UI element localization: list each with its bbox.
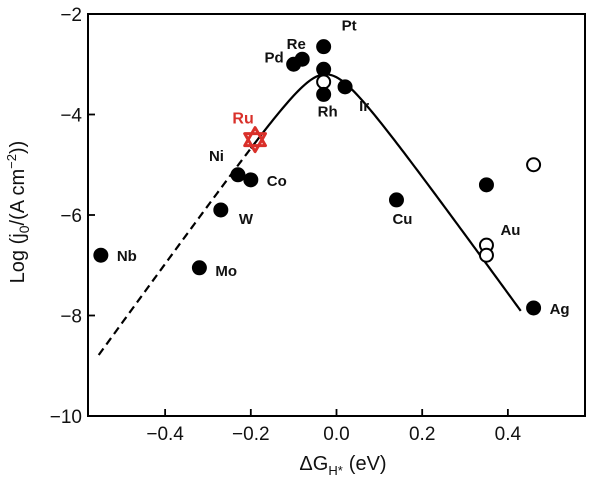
x-tick-label: 0.4 (495, 424, 522, 445)
x-axis-title: ΔGH* (eV) (299, 453, 386, 478)
point-label-re: Re (287, 36, 306, 53)
data-point (316, 61, 332, 77)
y-title-end: )) (7, 141, 29, 154)
x-tick-label: −0.4 (146, 424, 184, 445)
point-label-pd: Pd (264, 49, 283, 66)
y-axis-title: Log (j0/(A cm−2)) (4, 141, 32, 284)
y-title-main: Log (j (7, 233, 29, 283)
data-point-pt (316, 39, 332, 55)
y-tick-label: −4 (60, 106, 82, 127)
data-point-mo (191, 260, 207, 276)
data-point-co (243, 172, 259, 188)
y-title-mid: /(A cm (7, 169, 29, 226)
data-point-w (213, 202, 229, 218)
point-label-cu: Cu (392, 211, 412, 228)
data-point (316, 74, 332, 90)
ru-star-marker-b (243, 132, 267, 154)
volcano-curve-solid (249, 73, 522, 312)
data-point-cu (388, 192, 404, 208)
data-point-ir (337, 79, 353, 95)
point-label-rh: Rh (318, 103, 338, 120)
point-label-ru: Ru (232, 111, 253, 128)
x-tick-label: 0.0 (323, 424, 349, 445)
x-title-sub: H* (328, 463, 342, 478)
point-label-w: W (239, 211, 254, 228)
data-point-rh (316, 86, 332, 102)
point-label-co: Co (267, 173, 287, 190)
ru-star-marker-a (243, 126, 267, 148)
point-label-ni: Ni (209, 148, 224, 165)
y-tick-label: −8 (60, 307, 82, 328)
point-label-mo: Mo (215, 263, 237, 280)
plot-frame (87, 13, 586, 417)
data-point-nb (93, 247, 109, 263)
point-label-pt: Pt (342, 18, 357, 35)
x-tick-label: −0.2 (232, 424, 270, 445)
x-title-main: ΔG (299, 453, 328, 475)
point-label-au: Au (500, 222, 520, 239)
point-label-ir: Ir (359, 98, 369, 115)
data-point-pd (286, 56, 302, 72)
y-tick-label: −2 (60, 5, 82, 26)
y-tick-label: −10 (50, 407, 82, 428)
volcano-curve-dashed (97, 147, 252, 356)
x-title-unit: (eV) (349, 453, 387, 475)
y-title-sub: 0 (16, 225, 32, 233)
point-label-ag: Ag (550, 301, 570, 318)
data-point-ag (526, 300, 542, 316)
y-title-sup: −2 (4, 154, 19, 169)
data-point (526, 157, 542, 173)
x-tick-label: 0.2 (409, 424, 435, 445)
y-tick-label: −6 (60, 206, 82, 227)
data-point (478, 247, 494, 263)
data-point-ni (230, 167, 246, 183)
point-label-nb: Nb (117, 248, 137, 265)
data-point (478, 177, 494, 193)
